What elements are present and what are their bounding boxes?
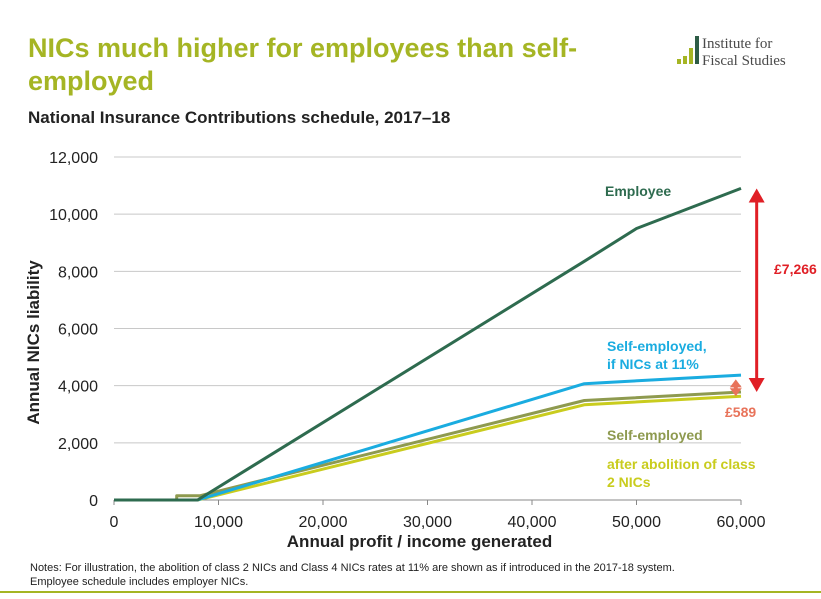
y-tick-label: 8,000 <box>58 264 98 281</box>
y-tick-label: 0 <box>89 493 98 510</box>
x-tick-label: 60,000 <box>717 514 766 531</box>
y-tick-label: 6,000 <box>58 322 98 339</box>
difference-arrow-head <box>748 188 765 203</box>
small-arrow-head <box>729 379 742 388</box>
chart-notes: Notes: For illustration, the abolition o… <box>30 561 790 589</box>
y-tick-label: 4,000 <box>58 379 98 396</box>
series-label: after abolition of class <box>607 456 756 472</box>
chart-title: NICs much higher for employees than self… <box>28 33 578 96</box>
x-tick-label: 20,000 <box>299 514 348 531</box>
y-tick-label: 2,000 <box>58 436 98 453</box>
small-arrow-head <box>729 388 742 397</box>
notes-line-1: Notes: For illustration, the abolition o… <box>30 562 675 574</box>
logo-line-1: Institute for <box>702 36 773 52</box>
series-label: Self-employed, <box>607 338 707 354</box>
logo-text: Institute for Fiscal Studies <box>702 36 786 70</box>
ifs-logo: Institute for Fiscal Studies <box>676 34 816 94</box>
difference-arrow-head <box>748 377 765 392</box>
y-tick-label: 10,000 <box>49 207 98 224</box>
x-tick-label: 0 <box>110 514 119 531</box>
series-label: Employee <box>605 183 671 199</box>
notes-line-2: Employee schedule includes employer NICs… <box>30 576 249 588</box>
x-tick-label: 50,000 <box>612 514 661 531</box>
chart-subtitle: National Insurance Contributions schedul… <box>28 108 451 127</box>
small-arrow-shaft <box>733 385 738 391</box>
y-tick-label: 12,000 <box>49 150 98 167</box>
logo-bars-icon <box>677 36 699 64</box>
x-axis-title: Annual profit / income generated <box>287 532 552 551</box>
series-line <box>114 186 742 502</box>
series-label: if NICs at 11% <box>607 356 699 372</box>
y-axis-title: Annual NICs liability <box>24 260 43 425</box>
x-tick-label: 40,000 <box>508 514 557 531</box>
x-tick-label: 30,000 <box>403 514 452 531</box>
difference-label: £589 <box>725 404 756 420</box>
series-label: 2 NICs <box>607 474 651 490</box>
x-tick-label: 10,000 <box>194 514 243 531</box>
series-label: Self-employed <box>607 427 703 443</box>
logo-line-2: Fiscal Studies <box>702 53 786 69</box>
difference-label: £7,266 <box>774 261 817 277</box>
footer-divider <box>0 591 821 593</box>
